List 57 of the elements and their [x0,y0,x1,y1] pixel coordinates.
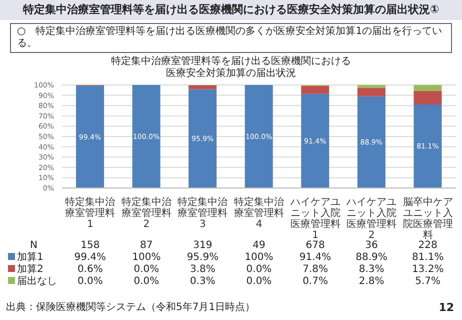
bar [188,85,217,90]
data-label: 2.8% [358,276,386,288]
text: 特定集中治療室管理料等を届け出る医療機関における医療安全対策加算の届出状況 [110,56,352,80]
data-label: 8.3% [358,264,386,276]
data-label: 3.8% [189,264,216,276]
data-label: 7.8% [302,264,329,276]
text: 95.9% [186,252,220,264]
text: 100% [244,252,274,264]
text: N [29,240,38,252]
bar [414,104,442,188]
data-label: 0.7% [302,276,329,288]
bar [357,96,386,188]
text: 100% [131,252,162,264]
data-label: 0.0% [76,276,104,288]
text: 319 [192,240,214,252]
legend-label: 届出なし [16,276,58,288]
source-note: 出典：保険医療機関等システム（令和5年7月1日時点） [6,300,256,314]
text: 88.9% [354,252,388,264]
data-label: 5.7% [414,276,442,288]
text: 158 [80,240,101,252]
bar [301,86,330,94]
text: 81.1% [410,252,445,264]
x-tick-label: ハイケアユニット入院医療管理料1 [289,197,340,241]
bar [357,85,386,88]
data-label: 0.0% [245,264,273,276]
text: 49 [252,240,266,252]
text: 99.4% [73,252,108,264]
data-label: 0.6% [76,264,104,276]
data-label: 0.0% [245,276,273,288]
chart-subtitle: ○ 特定集中治療室管理料等を届け出る医療機関の多くが医療安全対策加算1の届出を行っている。 [10,23,452,53]
data-label: 0.0% [132,264,160,276]
x-tick-label: 特定集中治療室管理料2 [121,196,172,230]
x-tick-label: 特定集中治療室管理料3 [178,196,228,230]
x-tick-label: 特定集中治療室管理料1 [65,196,116,230]
text: 12 [438,301,454,314]
bar [132,85,160,188]
bar [414,90,442,104]
text: 91.4% [298,252,332,264]
chart-title: 特定集中治療室管理料等を届け出る医療機関における医療安全対策加算の届出状況① [0,0,462,20]
data-label: 0.3% [189,276,216,288]
legend-label: 加算2 [16,264,44,276]
text: 228 [417,240,438,252]
bar [301,94,330,188]
text: 87 [139,240,154,252]
data-label: 0.0% [132,276,160,288]
bar [414,85,442,91]
text: 678 [304,240,326,252]
x-tick-label: ハイケアユニット入院医療管理料2 [346,197,397,241]
bar [357,88,386,96]
x-tick-label: 特定集中治療室管理料4 [234,196,284,230]
text: 36 [364,240,379,252]
data-label: 13.2% [410,264,445,276]
bar [244,85,273,188]
x-tick-label: 脳卒中ケアユニット入院医療管理料 [402,196,453,241]
bar [76,86,104,188]
legend-label: 加算1 [16,252,44,264]
bar [188,89,217,188]
